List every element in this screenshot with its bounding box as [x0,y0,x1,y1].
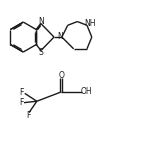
Text: S: S [39,48,43,57]
Text: F: F [20,88,24,97]
Text: O: O [58,71,64,80]
Text: F: F [26,111,30,120]
Text: OH: OH [81,87,92,96]
Text: N: N [38,17,44,26]
Text: NH: NH [84,19,95,28]
Text: F: F [19,98,23,107]
Text: N: N [57,32,63,41]
